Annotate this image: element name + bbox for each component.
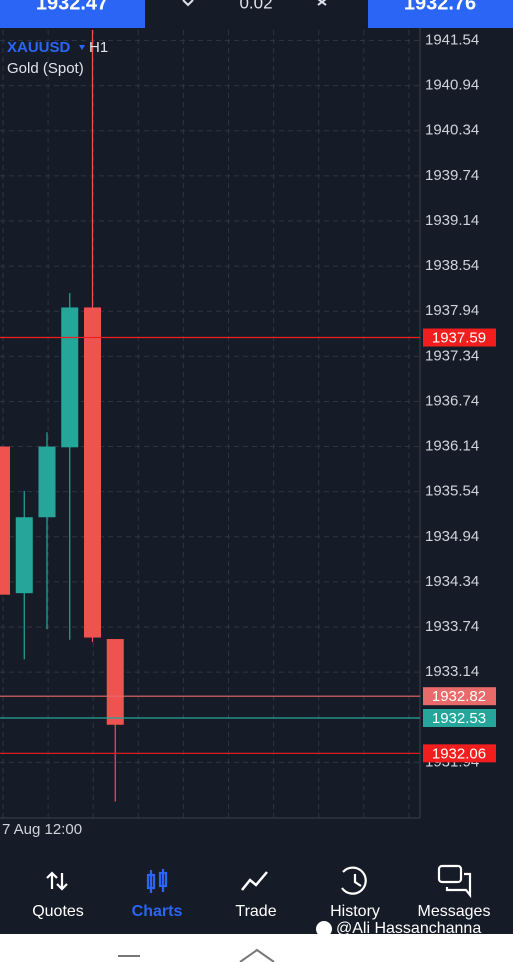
y-tick-label: 1939.74 bbox=[425, 167, 479, 184]
nav-item[interactable]: Charts bbox=[132, 903, 183, 920]
plot bbox=[0, 30, 420, 802]
trade-icon bbox=[241, 871, 268, 891]
messages-icon bbox=[437, 864, 472, 899]
candle-body bbox=[84, 307, 101, 638]
quotes-icon bbox=[46, 871, 68, 891]
y-tick-label: 1940.94 bbox=[425, 77, 479, 94]
watermark: @Ali Hassanchanna bbox=[336, 920, 481, 937]
candle-body bbox=[61, 307, 79, 448]
ask-price: 1932.76 bbox=[404, 0, 476, 14]
charts-icon bbox=[146, 869, 168, 893]
y-tick-label: 1938.54 bbox=[425, 257, 479, 274]
nav-item[interactable]: Messages bbox=[418, 903, 491, 920]
nav-item[interactable]: History bbox=[330, 903, 380, 920]
bid-box[interactable] bbox=[0, 0, 145, 28]
y-tick-label: 1940.34 bbox=[425, 122, 479, 139]
price-label: 1932.82 bbox=[432, 688, 486, 705]
spread: 0.02 bbox=[239, 0, 272, 12]
timeframe[interactable]: H1 bbox=[89, 39, 108, 56]
y-tick-label: 1934.34 bbox=[425, 573, 479, 590]
y-tick-label: 1934.94 bbox=[425, 528, 479, 545]
candle-body bbox=[106, 639, 124, 725]
price-label-box bbox=[423, 687, 496, 706]
price-label-box bbox=[423, 708, 496, 727]
y-tick-label: 1937.94 bbox=[425, 302, 479, 319]
x-label: 7 Aug 12:00 bbox=[2, 821, 82, 838]
symbol-dropdown[interactable] bbox=[79, 45, 85, 50]
nav-item[interactable]: Trade bbox=[235, 903, 276, 920]
y-tick-label: 1941.54 bbox=[425, 31, 479, 48]
facebook-icon bbox=[316, 921, 332, 937]
y-tick-label: 1933.14 bbox=[425, 663, 479, 680]
y-tick-label: 1937.34 bbox=[425, 347, 479, 364]
bottom-nav: Quotes Charts Trade History Messages bbox=[32, 864, 491, 920]
price-label: 1932.06 bbox=[432, 745, 486, 762]
candle-body bbox=[0, 446, 10, 595]
y-tick-label: 1939.14 bbox=[425, 212, 479, 229]
close-icon[interactable] bbox=[317, 0, 327, 6]
candle-body bbox=[38, 446, 56, 518]
y-tick-label: 1936.74 bbox=[425, 392, 479, 409]
price-label: 1932.53 bbox=[432, 710, 486, 727]
symbol[interactable]: XAUUSD bbox=[7, 39, 71, 56]
system-nav-bar bbox=[0, 934, 513, 962]
history-icon bbox=[341, 866, 367, 895]
price-label: 1937.59 bbox=[432, 329, 486, 346]
ask-box[interactable] bbox=[368, 0, 513, 28]
chevron-icon[interactable] bbox=[182, 0, 194, 7]
y-tick-label: 1936.14 bbox=[425, 438, 479, 455]
nav-item[interactable]: Quotes bbox=[32, 903, 84, 920]
instrument-name: Gold (Spot) bbox=[7, 60, 84, 77]
candle-body bbox=[15, 517, 33, 594]
bid-price: 1932.47 bbox=[36, 0, 108, 14]
price-label-box bbox=[423, 744, 496, 763]
spread-box bbox=[145, 0, 368, 28]
y-tick-label: 1935.54 bbox=[425, 483, 479, 500]
system-nav-icons[interactable] bbox=[118, 948, 275, 962]
price-label-box bbox=[423, 328, 496, 347]
y-tick-label: 1933.74 bbox=[425, 618, 479, 635]
